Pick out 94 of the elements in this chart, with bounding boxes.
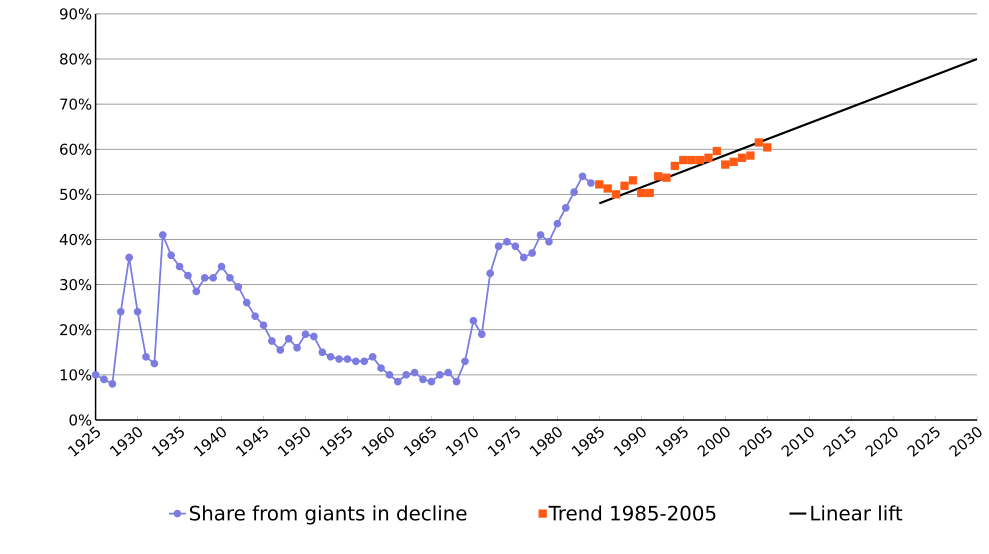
point: [528, 249, 536, 258]
point: [234, 283, 242, 291]
y-tick-label: 40%: [60, 234, 92, 246]
point: [696, 156, 704, 164]
point: [209, 274, 217, 282]
point: [503, 238, 511, 246]
point: [679, 156, 688, 164]
point: [536, 231, 544, 239]
point: [738, 154, 746, 162]
point: [116, 308, 125, 316]
point: [125, 254, 134, 262]
point: [704, 154, 713, 162]
point: [419, 376, 427, 384]
point: [142, 353, 150, 361]
point: [318, 348, 326, 356]
point: [200, 274, 209, 282]
y-tick-label: 80%: [60, 54, 92, 65]
legend-label: Share from giants in decline: [190, 505, 466, 525]
y-tick-label: 70%: [60, 98, 92, 110]
point: [386, 371, 394, 379]
point: [562, 204, 570, 212]
point: [360, 358, 368, 366]
y-tick-label: 50%: [60, 188, 92, 200]
point: [276, 346, 284, 354]
point: [654, 172, 662, 181]
point: [436, 371, 444, 379]
y-tick-label: 20%: [60, 324, 92, 336]
point: [712, 147, 722, 156]
point: [242, 298, 251, 307]
point: [646, 189, 654, 198]
point: [344, 355, 352, 364]
legend-label: Linear lift: [811, 505, 902, 521]
point: [444, 368, 452, 377]
point: [150, 360, 158, 368]
point: [604, 184, 612, 193]
point: [461, 358, 469, 366]
y-tick-label: 90%: [60, 8, 92, 20]
point: [352, 358, 360, 366]
point: [402, 371, 410, 379]
point: [92, 371, 100, 379]
point: [763, 143, 772, 152]
point: [158, 231, 167, 239]
point: [570, 188, 578, 196]
point: [284, 335, 293, 343]
legend-label: Trend 1985-2005: [548, 505, 716, 521]
point: [553, 220, 562, 228]
y-tick-label: 0%: [70, 414, 92, 426]
point: [452, 378, 460, 386]
point: [226, 274, 234, 282]
point: [394, 378, 402, 386]
point: [293, 344, 301, 352]
point: [108, 380, 116, 388]
point: [176, 262, 184, 271]
point: [377, 364, 385, 372]
point: [302, 330, 310, 338]
point: [100, 376, 108, 384]
point: [754, 138, 763, 147]
point: [192, 288, 200, 296]
point: [335, 355, 343, 364]
point: [637, 189, 646, 198]
point: [260, 322, 268, 330]
y-tick-label: 60%: [60, 144, 92, 156]
point: [662, 174, 671, 182]
point: [134, 308, 142, 316]
point: [670, 162, 680, 170]
point: [410, 368, 418, 377]
point: [167, 252, 175, 260]
point: [730, 158, 738, 166]
point: [620, 182, 629, 190]
point: [326, 353, 335, 361]
point: [368, 353, 376, 361]
point: [520, 254, 528, 262]
point: [746, 152, 755, 160]
point: [721, 160, 730, 169]
point: [218, 262, 226, 271]
point: [428, 378, 436, 386]
point: [512, 242, 520, 250]
point: [486, 270, 494, 278]
point: [688, 156, 696, 164]
point: [595, 180, 604, 189]
y-tick-label: 30%: [60, 279, 92, 290]
point: [578, 172, 586, 180]
point: [470, 317, 478, 325]
y-tick-label: 10%: [60, 369, 92, 381]
point: [184, 272, 192, 280]
point: [587, 179, 595, 188]
point: [268, 337, 276, 345]
point: [251, 312, 259, 320]
point: [478, 330, 486, 338]
point: [494, 242, 502, 250]
point: [310, 332, 318, 340]
point: [628, 176, 638, 185]
point: [612, 190, 620, 199]
point: [545, 238, 553, 246]
